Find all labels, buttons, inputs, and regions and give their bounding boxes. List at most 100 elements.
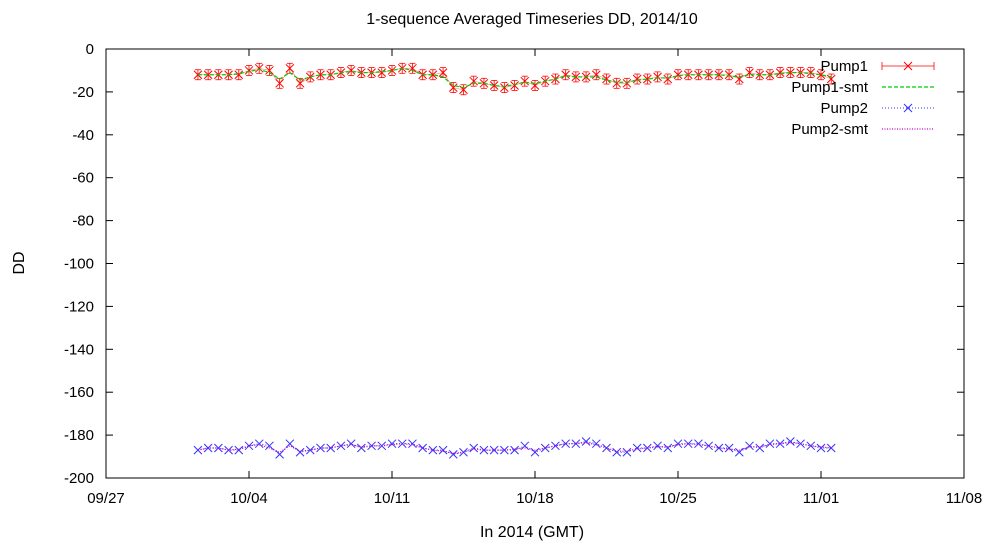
- data-point: [673, 439, 683, 449]
- data-point: [724, 443, 734, 453]
- data-point: [448, 450, 458, 459]
- data-point: [571, 439, 581, 449]
- data-point: [234, 445, 244, 455]
- data-point: [265, 65, 274, 76]
- data-point: [653, 71, 662, 83]
- data-point: [786, 437, 795, 446]
- series-group: [193, 62, 836, 459]
- legend-label: Pump1-smt: [791, 79, 869, 96]
- x-tick-label: 11/08: [946, 490, 982, 507]
- legend-marker: [903, 103, 913, 113]
- data-point: [694, 439, 703, 449]
- data-point: [408, 439, 417, 449]
- data-point: [632, 443, 642, 453]
- data-point: [418, 443, 427, 453]
- data-point: [193, 69, 203, 81]
- legend-item: Pump1: [820, 58, 935, 75]
- y-tick-label: -180: [64, 427, 94, 444]
- data-point: [254, 439, 264, 449]
- data-point: [663, 443, 673, 453]
- y-tick-label: -160: [64, 384, 94, 401]
- data-point: [612, 77, 622, 89]
- data-point: [510, 80, 519, 91]
- y-tick-label: 0: [86, 41, 94, 58]
- data-point: [745, 67, 754, 78]
- series-line: [197, 442, 832, 454]
- chart-title: 1-sequence Averaged Timeseries DD, 2014/…: [366, 11, 698, 28]
- data-point: [510, 445, 519, 455]
- legend-item: Pump1-smt: [791, 79, 934, 96]
- data-point: [734, 73, 744, 85]
- data-point: [714, 69, 724, 81]
- data-point: [438, 445, 448, 455]
- data-point: [500, 445, 509, 455]
- legend-item: Pump2: [820, 100, 934, 117]
- data-point: [683, 439, 693, 449]
- legend: Pump1 Pump1-smt Pump2 Pump2-smt: [791, 58, 935, 138]
- data-point: [479, 445, 489, 455]
- y-tick-label: -120: [64, 298, 94, 315]
- data-point: [765, 439, 775, 449]
- data-point: [275, 77, 284, 89]
- data-point: [295, 77, 305, 89]
- y-tick-label: -20: [72, 84, 94, 101]
- data-point: [775, 67, 785, 78]
- series-pump2-smt: [197, 442, 832, 454]
- data-point: [806, 67, 816, 78]
- data-point: [561, 69, 570, 81]
- data-point: [632, 73, 642, 85]
- x-tick-label: 10/18: [516, 490, 554, 507]
- data-point: [612, 447, 622, 457]
- data-point: [448, 82, 458, 94]
- legend-label: Pump1: [820, 58, 868, 75]
- y-tick-label: -60: [72, 170, 94, 187]
- data-point: [346, 439, 356, 449]
- data-point: [602, 73, 611, 85]
- data-point: [428, 445, 438, 455]
- data-point: [643, 73, 652, 85]
- data-point: [489, 445, 499, 455]
- series-line: [197, 67, 832, 89]
- data-point: [816, 443, 826, 453]
- series-pump2: [193, 437, 836, 459]
- data-point: [714, 443, 724, 453]
- data-point: [540, 443, 550, 453]
- data-point: [203, 69, 213, 81]
- data-point: [357, 443, 366, 453]
- y-tick-label: -40: [72, 127, 94, 144]
- y-tick-label: -80: [72, 213, 94, 230]
- data-point: [704, 441, 713, 451]
- data-point: [500, 82, 509, 94]
- x-tick-label: 09/27: [87, 490, 125, 507]
- data-point: [622, 447, 632, 457]
- data-point: [755, 443, 765, 453]
- data-point: [316, 69, 325, 81]
- data-point: [408, 62, 417, 74]
- data-point: [602, 443, 611, 453]
- data-point: [377, 67, 387, 78]
- series-line: [197, 441, 832, 456]
- data-point: [285, 439, 295, 449]
- data-point: [561, 439, 570, 449]
- data-point: [581, 437, 591, 446]
- data-point: [704, 69, 713, 81]
- data-point: [244, 65, 254, 76]
- data-point: [775, 439, 785, 449]
- data-point: [663, 73, 673, 85]
- data-point: [591, 439, 601, 449]
- data-point: [428, 69, 438, 81]
- legend-label: Pump2: [820, 100, 868, 117]
- data-point: [326, 443, 336, 453]
- y-tick-label: -200: [64, 470, 94, 487]
- data-point: [285, 62, 295, 74]
- x-tick-label: 10/25: [659, 490, 697, 507]
- data-point: [295, 447, 305, 457]
- data-point: [469, 443, 479, 453]
- data-point: [530, 80, 540, 91]
- x-tick-label: 11/01: [803, 490, 839, 507]
- y-axis-label: DD: [11, 251, 28, 274]
- data-point: [786, 67, 795, 78]
- x-axis: 09/27 10/04 10/11 10/18 10/25 11/01 11/08: [87, 49, 982, 507]
- data-point: [254, 62, 264, 74]
